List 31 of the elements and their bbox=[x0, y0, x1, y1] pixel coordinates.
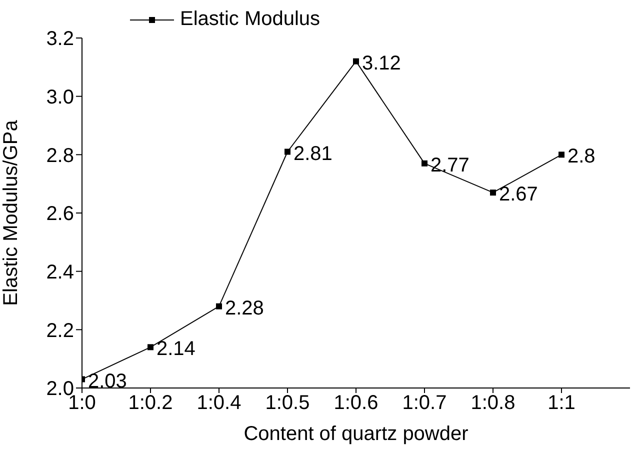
x-tick-label: 1:0.7 bbox=[402, 392, 447, 414]
point bbox=[284, 148, 290, 155]
data-label: 2.77 bbox=[430, 154, 470, 176]
data-label: 3.12 bbox=[362, 52, 401, 74]
data-label: 2.03 bbox=[88, 370, 127, 392]
data-label: 2.81 bbox=[294, 142, 332, 165]
point bbox=[148, 344, 154, 350]
point bbox=[216, 303, 222, 310]
x-tick-label: 1:0.8 bbox=[470, 392, 516, 414]
data-label: 2.14 bbox=[156, 338, 196, 360]
point bbox=[353, 58, 359, 64]
x-axis-title: Content of quartz powder bbox=[244, 423, 469, 445]
y-tick-label: 3.0 bbox=[46, 86, 74, 108]
x-tick-label: 1:0.2 bbox=[128, 392, 173, 414]
y-axis-title: Elastic Modulus/GPa bbox=[0, 119, 22, 306]
y-tick-label: 2.4 bbox=[46, 261, 74, 284]
point bbox=[558, 152, 564, 158]
data-label: 2.28 bbox=[225, 297, 264, 320]
y-tick-label: 2.2 bbox=[46, 320, 74, 342]
point bbox=[422, 160, 428, 166]
x-tick-label: 1:1 bbox=[548, 392, 576, 414]
x-tick-label: 1:0.6 bbox=[334, 392, 378, 414]
legend-label: Elastic Modulus bbox=[180, 8, 320, 31]
x-tick-label: 1:0.5 bbox=[265, 392, 310, 414]
x-tick-label: 1:0.4 bbox=[196, 392, 242, 414]
data-label: 2.8 bbox=[568, 146, 596, 168]
y-tick-label: 2.8 bbox=[46, 144, 74, 167]
y-tick-label: 3.2 bbox=[46, 28, 74, 50]
data-label: 2.67 bbox=[499, 184, 538, 206]
y-tick-label: 2.6 bbox=[46, 203, 74, 226]
point bbox=[490, 190, 496, 196]
